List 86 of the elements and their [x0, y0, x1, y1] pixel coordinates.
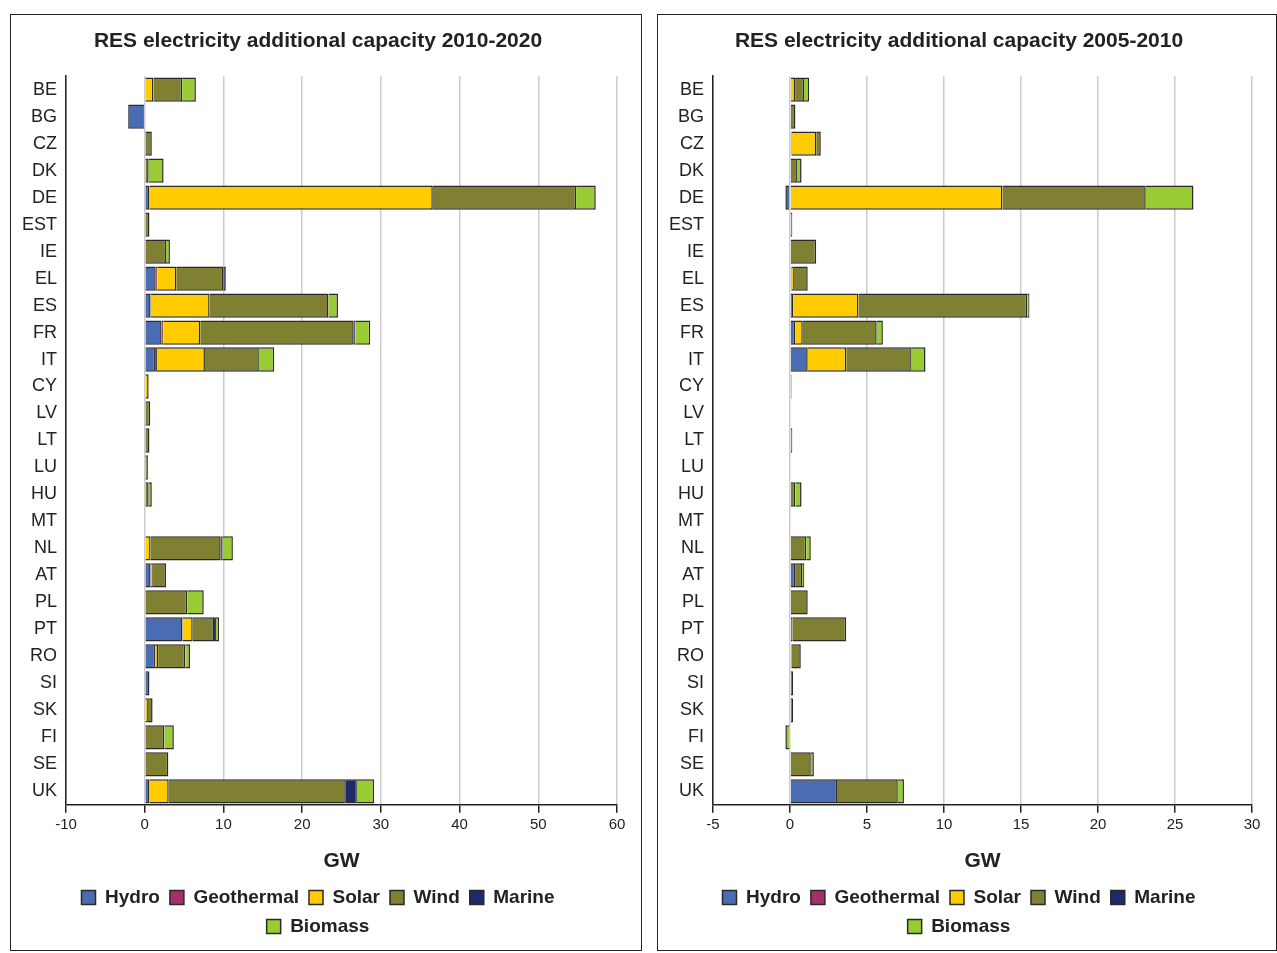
y-tick-label: SK: [32, 699, 58, 720]
y-tick-label: PT: [680, 618, 705, 639]
y-tick-label: LV: [36, 402, 58, 423]
y-tick-label: SE: [679, 753, 705, 774]
legend-label: Geothermal: [193, 885, 299, 907]
legend-label: Marine: [493, 885, 555, 907]
y-tick-label: BE: [679, 78, 705, 99]
x-tick-label: 60: [608, 814, 626, 832]
legend-label: Solar: [973, 885, 1022, 907]
y-tick-label: EL: [681, 267, 705, 288]
x-tick-label: 0: [140, 814, 149, 832]
y-tick-label: ES: [679, 294, 705, 315]
y-tick-label: DE: [678, 186, 705, 207]
chart-title: RES electricity additional capacity 2010-2020: [93, 28, 543, 52]
y-tick-label: HU: [678, 483, 705, 504]
chart-title: RES electricity additional capacity 2005-2010: [734, 28, 1184, 52]
y-tick-label: LU: [33, 456, 58, 477]
x-axis-title: GW: [323, 848, 360, 872]
x-tick-label: 0: [785, 814, 795, 832]
legend-label: Wind: [1054, 885, 1101, 907]
y-tick-label: SE: [32, 753, 58, 774]
x-tick-label: -5: [706, 814, 720, 832]
y-tick-label: MT: [678, 510, 705, 531]
y-tick-label: CZ: [680, 132, 705, 153]
y-tick-label: LT: [684, 429, 705, 450]
x-tick-label: 20: [1089, 814, 1107, 832]
y-tick-label: FR: [680, 321, 705, 342]
y-tick-label: CZ: [33, 132, 58, 153]
x-tick-label: 20: [293, 814, 311, 832]
y-tick-label: RO: [677, 645, 705, 666]
y-tick-label: PT: [33, 618, 58, 639]
y-tick-label: BG: [677, 105, 705, 126]
y-tick-label: LV: [683, 402, 705, 423]
x-tick-label: 30: [1243, 814, 1261, 832]
y-tick-label: SI: [39, 672, 58, 693]
y-tick-label: UK: [678, 780, 705, 801]
y-tick-label: FR: [33, 321, 58, 342]
x-tick-label: 10: [215, 814, 232, 832]
x-axis-title: GW: [964, 848, 1001, 872]
y-tick-label: IE: [686, 240, 705, 261]
x-tick-label: 30: [372, 814, 390, 832]
y-tick-label: EL: [34, 267, 58, 288]
y-tick-label: EST: [21, 213, 58, 234]
y-tick-label: LU: [680, 456, 705, 477]
y-tick-label: CY: [31, 375, 58, 396]
y-tick-label: SK: [679, 699, 705, 720]
y-tick-label: ES: [32, 294, 58, 315]
y-tick-label: FI: [41, 726, 58, 747]
y-tick-label: EST: [668, 213, 705, 234]
x-tick-label: -10: [55, 814, 77, 832]
legend-label: Wind: [413, 885, 460, 907]
x-tick-label: 10: [935, 814, 953, 832]
y-tick-label: AT: [682, 564, 705, 585]
y-tick-label: BE: [32, 78, 58, 99]
y-tick-label: UK: [31, 780, 58, 801]
x-tick-label: 25: [1166, 814, 1184, 832]
y-tick-label: DE: [31, 186, 58, 207]
y-tick-label: PL: [34, 591, 58, 612]
y-tick-label: RO: [30, 645, 58, 666]
legend-label: Biomass: [290, 914, 370, 936]
legend-label: Geothermal: [834, 885, 940, 907]
legend-label: Biomass: [931, 914, 1011, 936]
y-tick-label: PL: [681, 591, 705, 612]
y-tick-label: NL: [680, 537, 705, 558]
y-tick-label: IE: [39, 240, 58, 261]
y-tick-label: AT: [35, 564, 58, 585]
y-tick-label: MT: [31, 510, 58, 531]
y-tick-label: HU: [31, 483, 58, 504]
y-tick-label: IT: [688, 348, 705, 369]
legend-label: Solar: [332, 885, 381, 907]
x-tick-label: 15: [1012, 814, 1030, 832]
y-tick-label: IT: [41, 348, 58, 369]
x-tick-label: 50: [529, 814, 547, 832]
legend-label: Hydro: [105, 885, 160, 907]
y-tick-label: FI: [688, 726, 705, 747]
legend-label: Hydro: [746, 885, 801, 907]
y-tick-label: BG: [30, 105, 58, 126]
legend-label: Marine: [1134, 885, 1196, 907]
y-tick-label: DK: [31, 159, 58, 180]
y-tick-label: NL: [33, 537, 58, 558]
x-tick-label: 40: [451, 814, 468, 832]
y-tick-label: CY: [678, 375, 705, 396]
x-tick-label: 5: [862, 814, 872, 832]
y-tick-label: LT: [37, 429, 58, 450]
y-tick-label: DK: [678, 159, 705, 180]
y-tick-label: SI: [686, 672, 705, 693]
